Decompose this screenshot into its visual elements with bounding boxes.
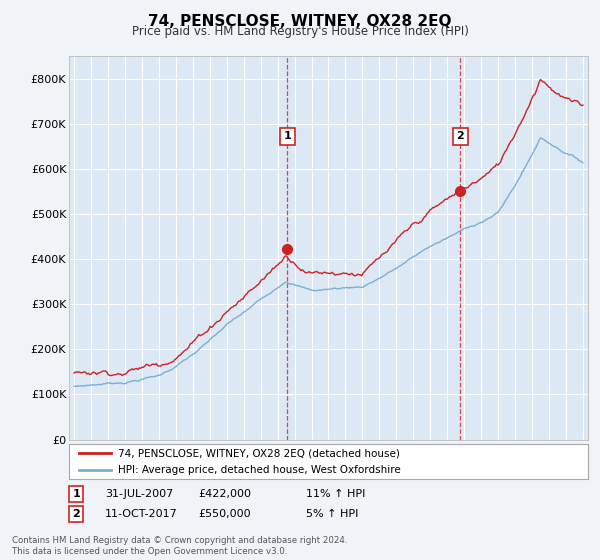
Text: 11-OCT-2017: 11-OCT-2017 — [105, 509, 178, 519]
Text: 2: 2 — [73, 509, 80, 519]
Text: HPI: Average price, detached house, West Oxfordshire: HPI: Average price, detached house, West… — [118, 465, 401, 475]
Text: 74, PENSCLOSE, WITNEY, OX28 2EQ (detached house): 74, PENSCLOSE, WITNEY, OX28 2EQ (detache… — [118, 449, 400, 459]
Text: 1: 1 — [284, 132, 292, 141]
Text: Price paid vs. HM Land Registry's House Price Index (HPI): Price paid vs. HM Land Registry's House … — [131, 25, 469, 38]
Text: 11% ↑ HPI: 11% ↑ HPI — [306, 489, 365, 499]
Text: £422,000: £422,000 — [198, 489, 251, 499]
Text: 74, PENSCLOSE, WITNEY, OX28 2EQ: 74, PENSCLOSE, WITNEY, OX28 2EQ — [148, 14, 452, 29]
Text: 31-JUL-2007: 31-JUL-2007 — [105, 489, 173, 499]
Text: Contains HM Land Registry data © Crown copyright and database right 2024.
This d: Contains HM Land Registry data © Crown c… — [12, 536, 347, 556]
Text: 2: 2 — [457, 132, 464, 141]
Text: £550,000: £550,000 — [198, 509, 251, 519]
Text: 5% ↑ HPI: 5% ↑ HPI — [306, 509, 358, 519]
Text: 1: 1 — [73, 489, 80, 499]
